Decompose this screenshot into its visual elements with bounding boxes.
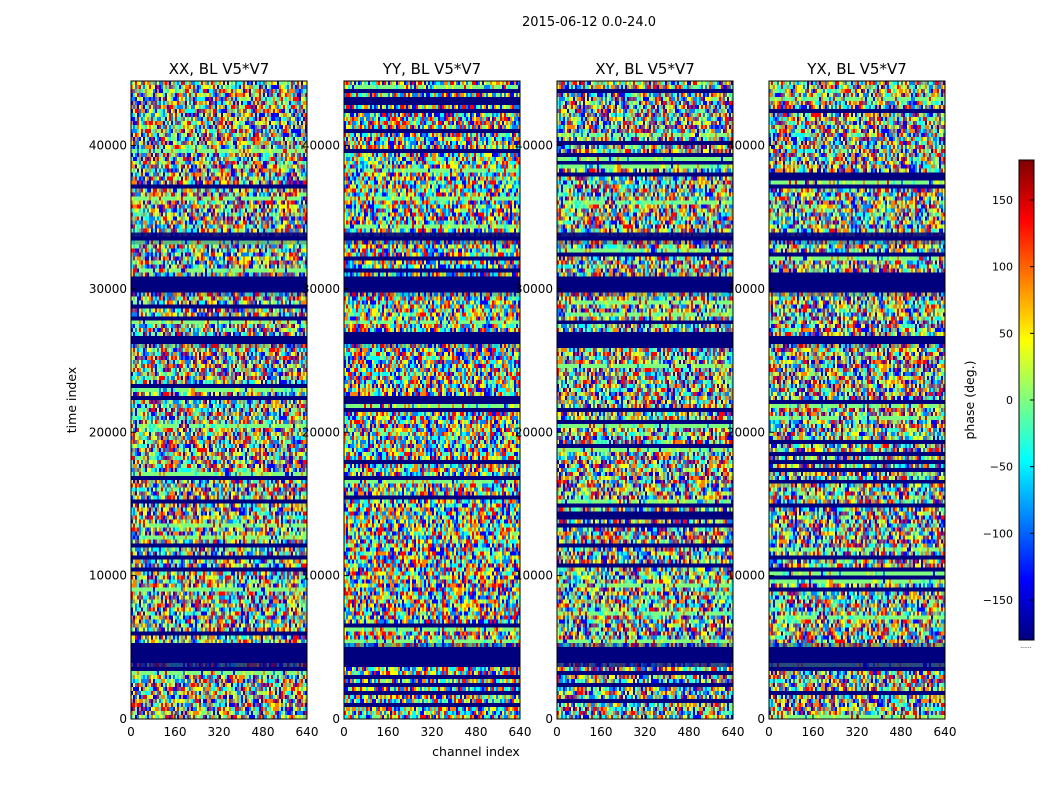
colorbar-tick-label-50: 50 — [999, 327, 1013, 340]
y-tick-label-2-0: 0 — [545, 712, 553, 726]
y-tick-label-1-30000: 30000 — [302, 282, 340, 296]
y-tick-label-0-30000: 30000 — [89, 282, 127, 296]
colorbar-tick-label--150: −150 — [983, 594, 1013, 607]
heatmap-image-1 — [344, 81, 520, 719]
colorbar-label: phase (deg.) — [962, 361, 977, 440]
x-tick-label-2-0: 0 — [553, 725, 561, 739]
x-tick-label-2-160: 160 — [590, 725, 613, 739]
x-tick-label-1-480: 480 — [465, 725, 488, 739]
colorbar-tick-label-100: 100 — [992, 261, 1013, 274]
x-tick-label-1-320: 320 — [421, 725, 444, 739]
x-tick-label-2-480: 480 — [678, 725, 701, 739]
colorbar: −150 −100 −50 0 50 100 150 phase (deg.) ...... — [962, 159, 1035, 650]
y-tick-label-2-30000: 30000 — [515, 282, 553, 296]
x-tick-label-3-480: 480 — [890, 725, 913, 739]
panel-2: XY, BL V5*V7 0 160 320 480 640 0 10000 20000 3000… — [515, 60, 745, 739]
colorbar-ticks: −150 −100 −50 0 50 100 150 — [983, 194, 1034, 607]
panels-group: XX, BL V5*V7 0 160 320 480 640 0 10000 20000 3000… — [89, 60, 957, 739]
y-tick-label-2-10000: 10000 — [515, 569, 553, 583]
y-tick-label-1-40000: 40000 — [302, 139, 340, 153]
y-tick-label-0-40000: 40000 — [89, 139, 127, 153]
y-tick-label-3-0: 0 — [757, 712, 765, 726]
y-tick-label-1-10000: 10000 — [302, 569, 340, 583]
x-tick-label-1-160: 160 — [377, 725, 400, 739]
panel-1: YY, BL V5*V7 0 160 320 480 640 0 10000 20000 3000… — [302, 60, 532, 739]
x-tick-label-0-160: 160 — [164, 725, 187, 739]
x-tick-label-0-320: 320 — [208, 725, 231, 739]
colorbar-tick-label-0: 0 — [1006, 394, 1013, 407]
colorbar-overflow-text: ...... — [1020, 643, 1032, 650]
y-tick-label-3-20000: 20000 — [727, 425, 765, 439]
y-tick-label-1-20000: 20000 — [302, 425, 340, 439]
y-tick-label-2-40000: 40000 — [515, 139, 553, 153]
x-tick-label-0-640: 640 — [296, 725, 319, 739]
panel-title-3: YX, BL V5*V7 — [806, 60, 907, 78]
x-tick-label-1-640: 640 — [509, 725, 532, 739]
x-tick-label-2-640: 640 — [722, 725, 745, 739]
x-tick-label-2-320: 320 — [634, 725, 657, 739]
panel-0: XX, BL V5*V7 0 160 320 480 640 0 10000 20000 3000… — [89, 60, 319, 739]
colorbar-tick-label-150: 150 — [992, 194, 1013, 207]
y-tick-label-0-0: 0 — [119, 712, 127, 726]
heatmap-image-0 — [131, 81, 307, 719]
figure-suptitle: 2015-06-12 0.0-24.0 — [522, 15, 656, 30]
colorbar-tick-label--100: −100 — [983, 527, 1013, 540]
x-tick-label-3-320: 320 — [846, 725, 869, 739]
y-tick-label-1-0: 0 — [332, 712, 340, 726]
x-tick-label-3-160: 160 — [802, 725, 825, 739]
x-tick-label-0-480: 480 — [252, 725, 275, 739]
y-tick-label-2-20000: 20000 — [515, 425, 553, 439]
x-tick-label-0-0: 0 — [127, 725, 135, 739]
x-tick-label-3-0: 0 — [765, 725, 773, 739]
panel-title-0: XX, BL V5*V7 — [169, 60, 270, 78]
panel-title-2: XY, BL V5*V7 — [595, 60, 695, 78]
heatmap-image-3 — [769, 81, 945, 719]
y-tick-label-0-10000: 10000 — [89, 569, 127, 583]
panel-title-1: YY, BL V5*V7 — [382, 60, 481, 78]
x-tick-label-1-0: 0 — [340, 725, 348, 739]
colorbar-tick-label--50: −50 — [990, 461, 1013, 474]
x-axis-label: channel index — [432, 744, 520, 759]
y-tick-label-0-20000: 20000 — [89, 425, 127, 439]
x-tick-label-3-640: 640 — [934, 725, 957, 739]
panel-3: YX, BL V5*V7 0 160 320 480 640 0 10000 20000 3000… — [727, 60, 957, 739]
y-tick-label-3-30000: 30000 — [727, 282, 765, 296]
y-axis-label: time index — [64, 367, 79, 433]
y-tick-label-3-40000: 40000 — [727, 139, 765, 153]
y-tick-label-3-10000: 10000 — [727, 569, 765, 583]
heatmap-image-2 — [557, 81, 733, 719]
